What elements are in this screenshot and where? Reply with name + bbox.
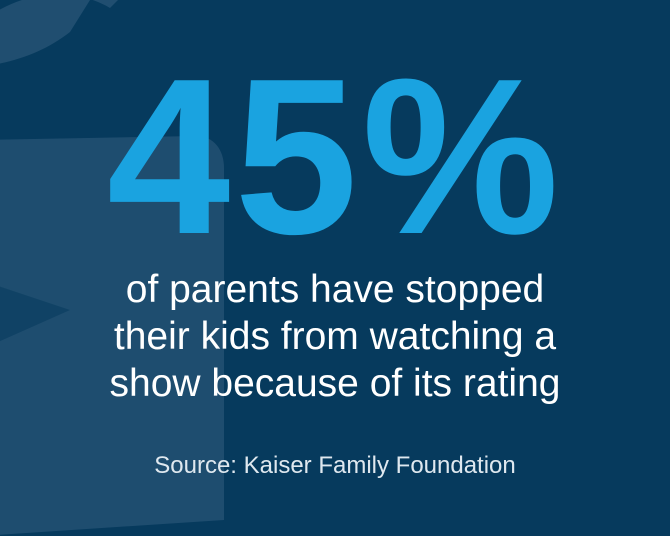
background-arch — [0, 0, 118, 64]
statement-line: show because of its rating — [109, 362, 561, 405]
source-citation: Source: Kaiser Family Foundation — [154, 452, 516, 479]
headline-percentage: 45% — [106, 33, 564, 281]
statement-line: their kids from watching a — [113, 315, 557, 358]
background-tv-body — [0, 136, 224, 535]
statement-line: of parents have stopped — [125, 268, 545, 311]
statement-text: of parents have stopped their kids from … — [40, 266, 630, 407]
background-triangle — [0, 286, 70, 342]
